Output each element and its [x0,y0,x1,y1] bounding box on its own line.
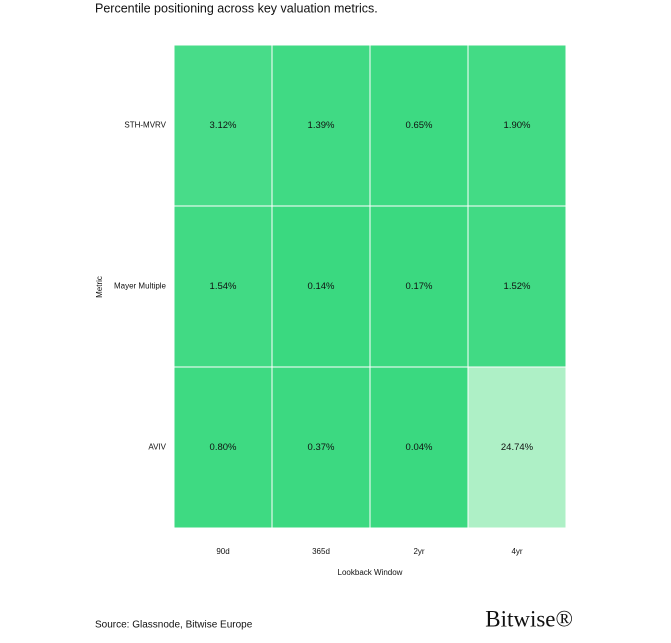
cell-label: 24.74% [501,442,534,453]
cell-label: 1.52% [504,281,531,292]
cell-label: 3.12% [210,120,237,131]
x-tick-label: 2yr [413,547,424,556]
heatmap-cell [467,366,567,529]
heatmap-cell [369,44,469,207]
chart-title: Percentile positioning across key valuat… [95,1,378,15]
y-tick-label: AVIV [148,443,166,452]
y-tick-label: Mayer Multiple [114,282,167,291]
cell-label: 1.39% [308,120,335,131]
heatmap-cell [173,205,273,368]
cell-label: 1.54% [210,281,237,292]
cell-label: 0.14% [308,281,335,292]
brand-logo: Bitwise® [485,606,573,631]
cell-label: 0.04% [406,442,433,453]
y-tick-label: STH-MVRV [124,121,166,130]
heatmap-cell [271,366,371,529]
x-tick-label: 90d [216,547,229,556]
cell-label: 0.37% [308,442,335,453]
y-axis-label: Metric [95,276,104,298]
heatmap-cell [467,44,567,207]
cell-label: 1.90% [504,120,531,131]
source: Source: Glassnode, Bitwise Europe [95,620,253,631]
cell-label: 0.65% [406,120,433,131]
heatmap-cell [173,366,273,529]
cell-label: 0.17% [406,281,433,292]
heatmap-cell [173,44,273,207]
x-axis-label: Lookback Window [338,568,403,577]
heatmap-cell [271,44,371,207]
x-tick-label: 365d [312,547,330,556]
heatmap-cell [467,205,567,368]
x-tick-label: 4yr [511,547,522,556]
cell-label: 0.80% [210,442,237,453]
heatmap-cell [271,205,371,368]
